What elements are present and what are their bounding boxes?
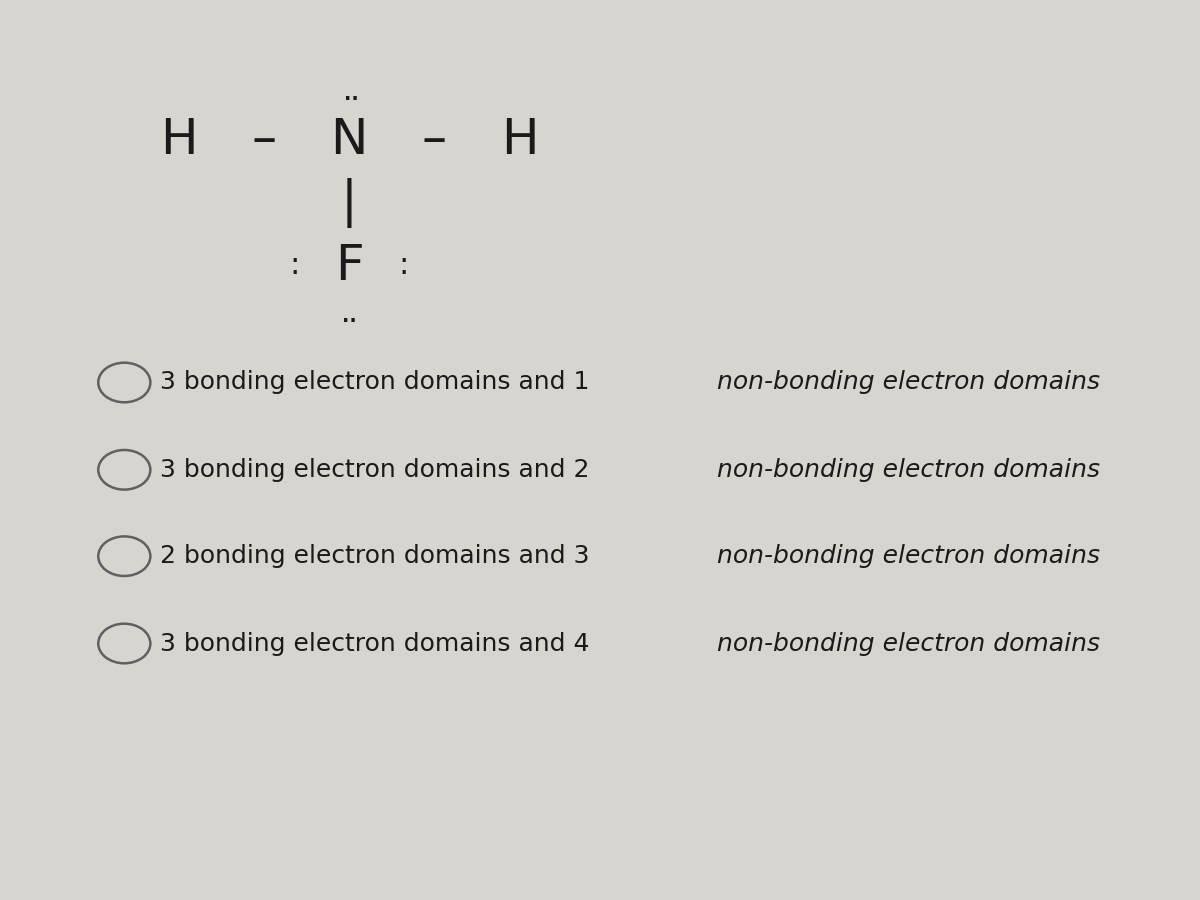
Text: 2 bonding electron domains and 3: 2 bonding electron domains and 3 bbox=[160, 544, 598, 568]
Text: H: H bbox=[160, 115, 198, 164]
Text: ..: .. bbox=[342, 307, 356, 327]
Text: non-bonding electron domains: non-bonding electron domains bbox=[716, 458, 1099, 482]
Text: |: | bbox=[341, 177, 358, 228]
Text: –: – bbox=[422, 115, 448, 164]
Text: 3 bonding electron domains and 4: 3 bonding electron domains and 4 bbox=[160, 632, 598, 655]
Text: ..: .. bbox=[344, 85, 359, 104]
Text: N: N bbox=[330, 115, 368, 164]
Text: 3 bonding electron domains and 1: 3 bonding electron domains and 1 bbox=[160, 371, 598, 394]
Text: non-bonding electron domains: non-bonding electron domains bbox=[716, 632, 1099, 655]
Text: non-bonding electron domains: non-bonding electron domains bbox=[716, 371, 1099, 394]
Text: non-bonding electron domains: non-bonding electron domains bbox=[716, 544, 1099, 568]
Text: F: F bbox=[335, 241, 364, 290]
Text: –: – bbox=[252, 115, 276, 164]
Text: 3 bonding electron domains and 2: 3 bonding electron domains and 2 bbox=[160, 458, 598, 482]
Text: :: : bbox=[289, 251, 300, 280]
Text: :: : bbox=[398, 251, 409, 280]
Text: H: H bbox=[502, 115, 539, 164]
